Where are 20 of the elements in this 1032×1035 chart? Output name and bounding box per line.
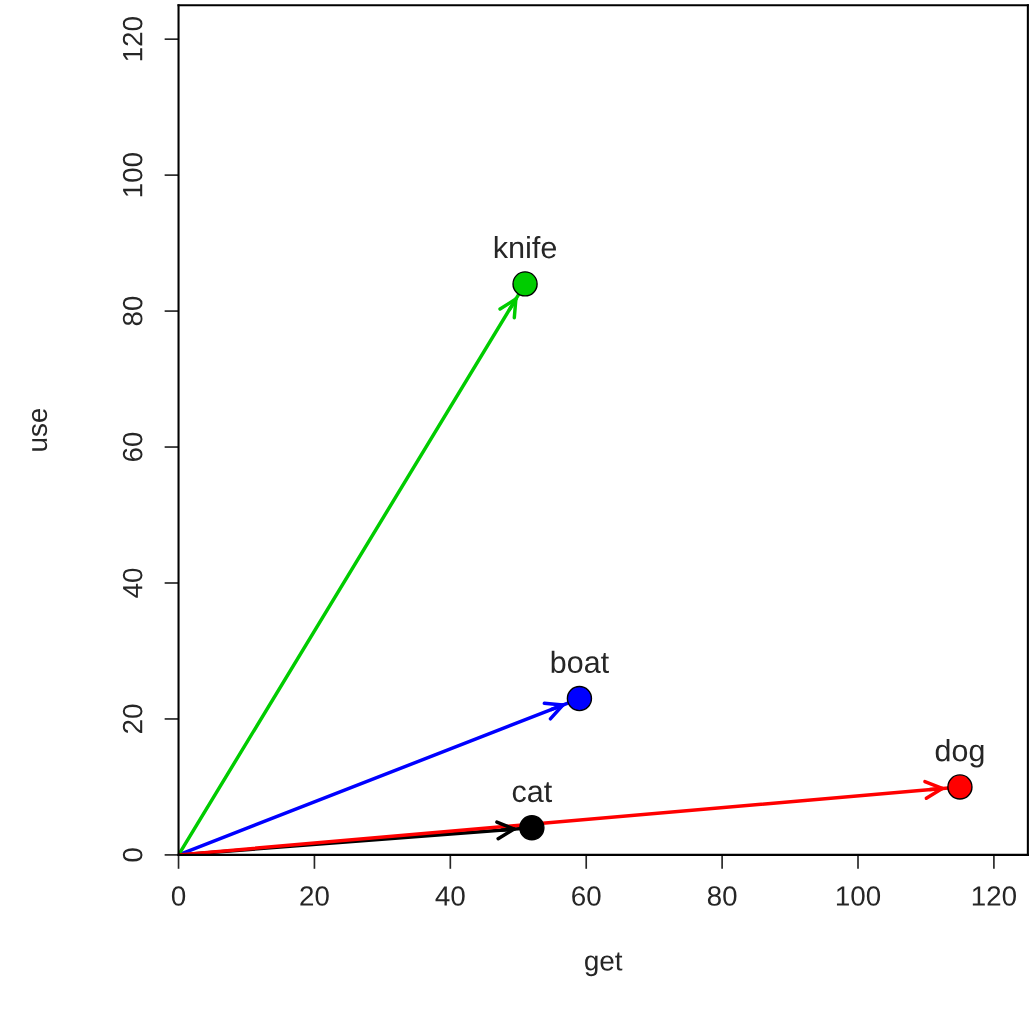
x-tick-label: 60 [572,886,601,906]
x-tick-label: 100 [836,886,881,906]
y-tick-label: 120 [122,17,143,61]
y-axis-title: use [31,408,48,451]
y-tick-label: 40 [122,568,143,598]
y-tick-label: 60 [122,432,143,462]
x-axis-title: get [585,952,623,977]
x-tick-label: 120 [972,886,1016,906]
x-tick-label: 40 [435,886,465,906]
annotation: knife [494,235,556,259]
x-tick-label: 80 [707,886,737,906]
y-tick-label: 100 [122,153,143,197]
y-tick-label: 20 [122,704,143,733]
x-tick-label: 20 [300,886,329,906]
y-tick-label: 80 [122,296,143,326]
x-tick-label: 0 [171,886,186,906]
annotation: cat [512,782,553,803]
annotation: dog [935,739,984,768]
annotation: boat [551,650,609,674]
y-tick-label: 0 [122,848,143,862]
